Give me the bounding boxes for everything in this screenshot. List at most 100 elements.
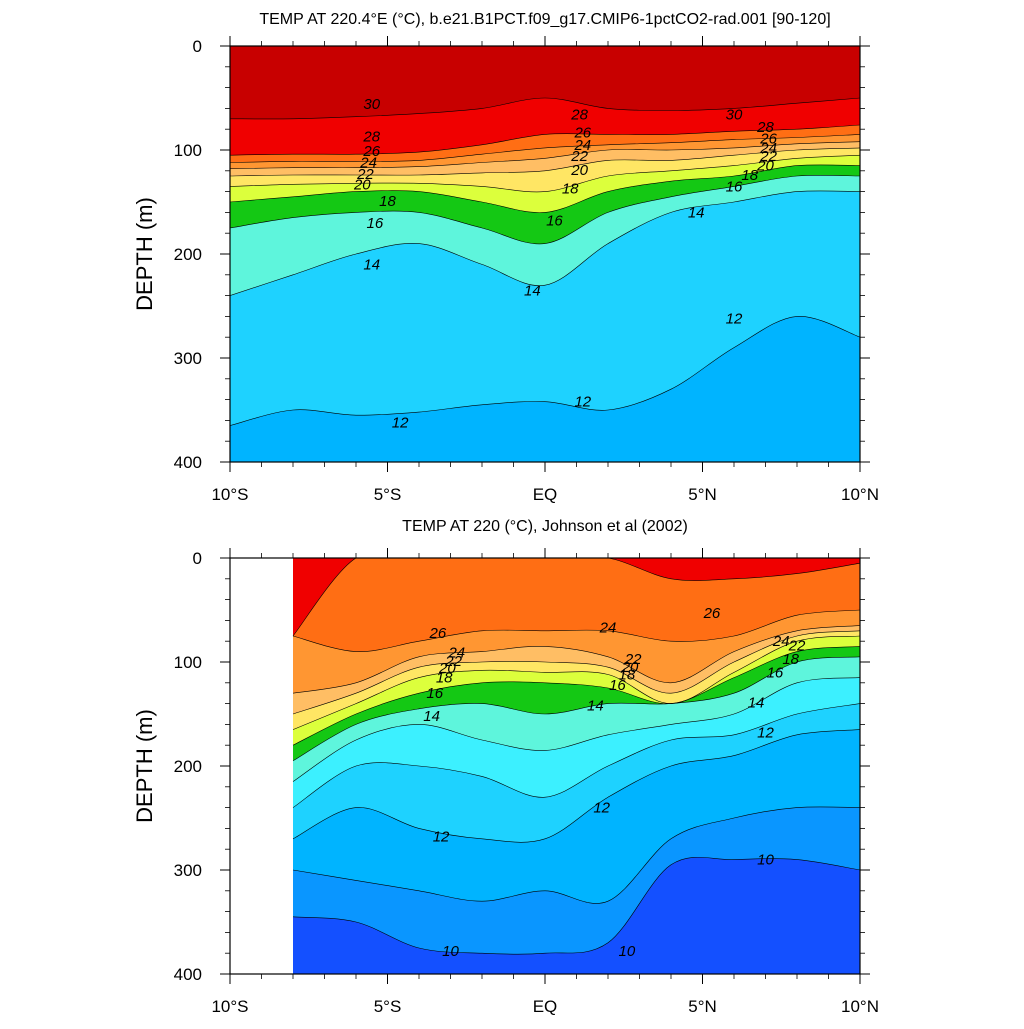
contour-label: 14 [748, 695, 765, 712]
contour-label: 10 [757, 852, 774, 869]
contour-fill-28 [293, 558, 860, 636]
contour-label: 24 [759, 140, 777, 157]
contour-label: 22 [356, 166, 374, 183]
contour-label: 24 [772, 633, 790, 650]
y-axis-title-bottom: DEPTH (m) [132, 709, 157, 823]
isotherm-line-28 [292, 558, 860, 637]
contour-label: 10 [442, 943, 459, 960]
isotherm-line-13 [292, 703, 860, 808]
isotherm-line-18 [230, 164, 860, 213]
contour-fill-30 [230, 46, 860, 119]
contour-label: 24 [447, 645, 465, 662]
contour-label: 14 [524, 282, 541, 299]
contour-label: 16 [609, 677, 626, 694]
contour-label: 26 [362, 143, 380, 160]
isotherm-line-28 [230, 124, 860, 156]
x-tick-label: 5°S [374, 485, 402, 504]
panel-top-model: TEMP AT 220.4°E (°C), b.e21.B1PCT.f09_g1… [132, 11, 879, 504]
contour-layer [230, 46, 860, 462]
isotherm-line-26 [230, 134, 860, 163]
contour-label: 12 [574, 394, 591, 411]
isotherm-line-16 [230, 174, 860, 245]
contour-label: 12 [392, 414, 409, 431]
x-tick-label: 10°N [841, 485, 879, 504]
contour-label: 28 [570, 107, 588, 124]
contour-label: 20 [756, 158, 774, 175]
isotherm-line-20 [230, 154, 860, 193]
isotherm-line-26 [292, 609, 860, 652]
contour-label: 12 [757, 725, 774, 742]
contour-label: 22 [570, 148, 588, 165]
contour-label: 18 [619, 666, 636, 683]
contour-label: 26 [703, 605, 721, 622]
contour-label: 22 [759, 148, 777, 165]
contour-label: 16 [426, 685, 443, 702]
isotherm-line-30 [230, 97, 860, 120]
contour-layer [292, 558, 860, 974]
isotherm-line-14 [292, 677, 860, 782]
contour-label: 12 [433, 829, 450, 846]
contour-label: 12 [593, 800, 610, 817]
contour-label: 18 [782, 651, 799, 668]
y-tick-label: 0 [193, 37, 202, 56]
contour-label: 30 [363, 96, 380, 113]
isotherm-line-24 [292, 625, 860, 694]
contour-label: 24 [359, 154, 377, 171]
contour-label: 20 [621, 659, 639, 676]
y-tick-label: 200 [174, 757, 202, 776]
isotherm-line-22 [230, 147, 860, 177]
isotherm-line-16 [292, 656, 860, 762]
y-tick-label: 300 [174, 861, 202, 880]
contour-label: 30 [726, 107, 743, 124]
contour-label: 24 [599, 620, 617, 637]
contour-fill-26 [293, 558, 860, 652]
contour-label: 16 [726, 178, 743, 195]
contour-label: 18 [562, 180, 579, 197]
isotherm-line-11 [292, 806, 860, 904]
x-tick-label: 5°N [688, 997, 717, 1016]
panel-bottom-observations: TEMP AT 220 (°C), Johnson et al (2002) D… [132, 518, 879, 1016]
contour-label: 18 [379, 193, 396, 210]
contour-label: 18 [436, 670, 453, 687]
contour-label: 14 [587, 698, 604, 715]
contour-label: 28 [362, 128, 380, 145]
chart-title-bottom: TEMP AT 220 (°C), Johnson et al (2002) [402, 518, 688, 535]
chart-title-top: TEMP AT 220.4°E (°C), b.e21.B1PCT.f09_g1… [259, 11, 830, 28]
x-tick-label: 10°N [841, 997, 879, 1016]
y-tick-label: 0 [193, 549, 202, 568]
y-tick-label: 300 [174, 349, 202, 368]
contour-label: 26 [429, 625, 447, 642]
contour-label: 26 [573, 124, 591, 141]
isotherm-line-10 [292, 856, 860, 955]
contour-label: 16 [546, 213, 563, 230]
contour-label: 12 [726, 310, 743, 327]
isotherm-line-20 [292, 635, 860, 730]
isotherm-line-12 [292, 729, 860, 843]
y-tick-label: 200 [174, 245, 202, 264]
contour-label: 22 [624, 651, 642, 668]
x-tick-label: 10°S [211, 997, 248, 1016]
contour-label: 20 [438, 660, 456, 677]
contour-label: 20 [353, 176, 371, 193]
y-axis-title-top: DEPTH (m) [132, 197, 157, 311]
y-tick-label: 100 [174, 141, 202, 160]
contour-label: 20 [570, 162, 588, 179]
contour-label: 22 [788, 637, 806, 654]
contour-label: 16 [367, 215, 384, 232]
isotherm-line-14 [230, 190, 860, 296]
x-tick-label: EQ [533, 997, 558, 1016]
x-tick-label: 5°S [374, 997, 402, 1016]
y-tick-label: 100 [174, 653, 202, 672]
contour-label: 22 [444, 653, 462, 670]
contour-label: 10 [619, 943, 636, 960]
isotherm-line-18 [292, 646, 860, 746]
contour-label: 14 [363, 256, 380, 273]
y-tick-label: 400 [174, 965, 202, 984]
contour-label: 18 [741, 167, 758, 184]
contour-label: 28 [756, 119, 774, 136]
x-tick-label: 5°N [688, 485, 717, 504]
contour-label: 26 [759, 131, 777, 148]
isotherm-line-22 [292, 630, 860, 715]
